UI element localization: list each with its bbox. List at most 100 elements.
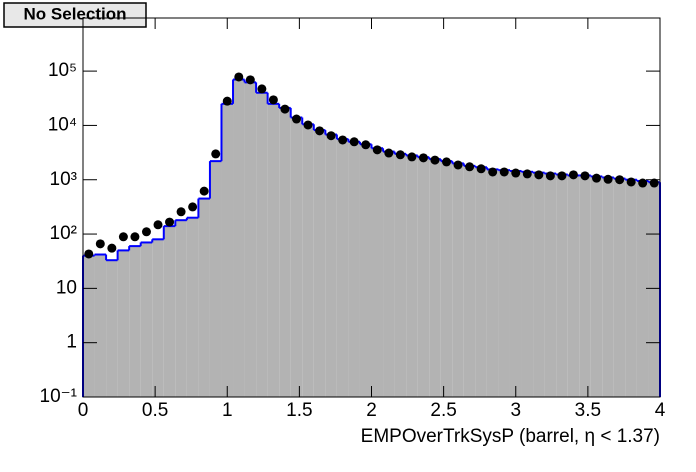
y-tick-label: 10³	[50, 169, 77, 190]
x-axis-title: EMPOverTrkSysP (barrel, η < 1.37)	[361, 426, 660, 447]
data-point	[534, 170, 544, 180]
hist-bin	[394, 153, 407, 397]
data-point	[153, 220, 163, 230]
data-point	[107, 243, 117, 253]
hist-bin	[440, 161, 453, 397]
data-point	[615, 175, 625, 185]
hist-bin	[198, 198, 210, 397]
data-point	[638, 178, 648, 188]
hist-bin	[129, 246, 141, 397]
x-tick-label: 3	[510, 400, 521, 421]
x-tick-label: 1	[222, 400, 233, 421]
data-point	[118, 232, 128, 242]
data-point	[499, 167, 509, 177]
hist-bin	[106, 260, 118, 397]
data-point	[649, 178, 659, 188]
data-point	[580, 171, 590, 181]
data-point	[361, 140, 371, 150]
x-tick-label: 2.5	[430, 400, 456, 421]
hist-bin	[406, 155, 418, 397]
hist-bin	[498, 170, 510, 397]
hist-bin	[94, 254, 107, 397]
y-tick-label: 10⁻¹	[40, 386, 78, 407]
x-tick-label: 4	[655, 400, 666, 421]
button-label[interactable]: No Selection	[24, 4, 127, 23]
hist-bin	[590, 176, 603, 397]
hist-bin	[417, 157, 430, 397]
data-point	[545, 171, 555, 181]
hist-bin	[290, 117, 303, 398]
data-point	[465, 162, 475, 172]
hist-bin	[233, 79, 245, 398]
data-point	[165, 217, 175, 227]
hist-bin	[521, 171, 534, 397]
data-point	[430, 155, 440, 165]
data-point	[176, 207, 186, 217]
hist-bin	[186, 217, 199, 397]
hist-bin	[602, 177, 614, 397]
hist-bin	[140, 242, 153, 397]
hist-bin	[117, 250, 130, 397]
data-point	[326, 131, 336, 141]
hist-bin	[625, 179, 637, 397]
hist-bin	[475, 167, 487, 397]
data-point	[442, 157, 452, 167]
hist-bin	[313, 130, 326, 397]
hist-bin	[383, 151, 395, 397]
data-point	[395, 150, 405, 160]
hist-bin	[175, 220, 187, 397]
hist-bin	[452, 163, 464, 397]
selection-button[interactable]: No Selection	[3, 2, 147, 28]
data-point	[280, 104, 290, 114]
x-tick-label: 2	[366, 400, 377, 421]
hist-bin	[371, 148, 384, 397]
hist-bin	[209, 161, 222, 397]
hist-bin	[567, 175, 580, 397]
y-tick-label: 10⁵	[48, 60, 77, 81]
x-tick-label: 0.5	[142, 400, 168, 421]
hist-bin	[579, 175, 591, 397]
data-point	[349, 137, 359, 147]
hist-bin	[302, 124, 314, 398]
data-point	[568, 170, 578, 180]
data-point	[95, 239, 105, 249]
data-point	[303, 120, 313, 130]
hist-bin	[533, 172, 545, 397]
hist-bin	[463, 165, 476, 397]
hist-bin	[544, 173, 557, 397]
button-frame[interactable]	[3, 2, 147, 28]
y-tick-label: 1	[66, 332, 77, 353]
hist-bin	[648, 182, 660, 397]
data-point	[592, 173, 602, 183]
hist-bin	[613, 178, 626, 397]
data-point	[315, 126, 325, 136]
data-point	[130, 232, 140, 242]
x-tick-label: 1.5	[286, 400, 312, 421]
hist-bin	[509, 170, 522, 397]
data-point	[188, 202, 198, 212]
hist-bin	[279, 107, 291, 397]
data-point	[418, 153, 428, 163]
hist-bin	[267, 103, 280, 397]
hist-bin	[348, 141, 360, 397]
data-point	[522, 169, 532, 179]
y-tick-label: 10	[56, 277, 77, 298]
data-point	[211, 149, 221, 159]
data-point	[268, 95, 278, 105]
data-point	[141, 227, 151, 237]
data-point	[476, 164, 486, 174]
hist-bin	[359, 144, 372, 397]
y-tick-label: 10²	[50, 223, 77, 244]
data-point	[338, 135, 348, 145]
data-point	[199, 186, 209, 196]
hist-bin	[221, 103, 234, 397]
data-point	[372, 145, 382, 155]
hist-bin	[556, 174, 568, 397]
data-point	[245, 75, 255, 85]
hist-bin	[429, 159, 441, 397]
hist-bin	[163, 226, 176, 397]
data-point	[453, 160, 463, 170]
data-point	[257, 84, 267, 94]
data-point	[488, 167, 498, 177]
